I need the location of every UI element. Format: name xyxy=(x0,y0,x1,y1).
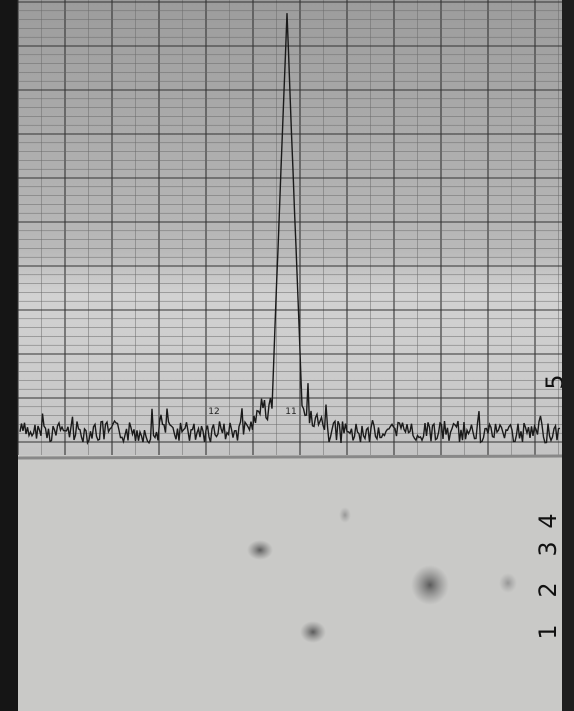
lane-label: 1 xyxy=(534,624,562,639)
chart-paper xyxy=(18,0,562,455)
lane-label: 4 xyxy=(534,513,562,528)
spot xyxy=(499,573,517,593)
lane-label: 3 xyxy=(534,541,562,556)
spot xyxy=(339,507,351,523)
chart-label: 11 xyxy=(285,407,296,417)
chart-label: 12 xyxy=(208,407,219,417)
paper-grid xyxy=(17,0,562,455)
spot xyxy=(247,540,273,560)
frame-edge xyxy=(562,0,574,711)
scanner-trace xyxy=(19,13,561,445)
spot xyxy=(300,621,326,643)
tlc-plate xyxy=(18,455,562,711)
lane-label: 2 xyxy=(534,582,562,597)
plate-edge xyxy=(17,454,563,460)
spot xyxy=(411,565,449,605)
